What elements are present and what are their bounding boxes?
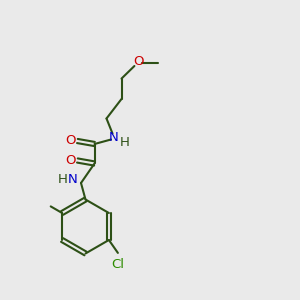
Text: N: N [109,131,119,145]
Text: N: N [68,173,77,186]
Text: O: O [133,55,143,68]
Text: Cl: Cl [111,257,124,271]
Text: O: O [65,134,76,148]
Text: H: H [120,136,130,149]
Text: O: O [65,154,76,167]
Text: H: H [58,173,67,186]
